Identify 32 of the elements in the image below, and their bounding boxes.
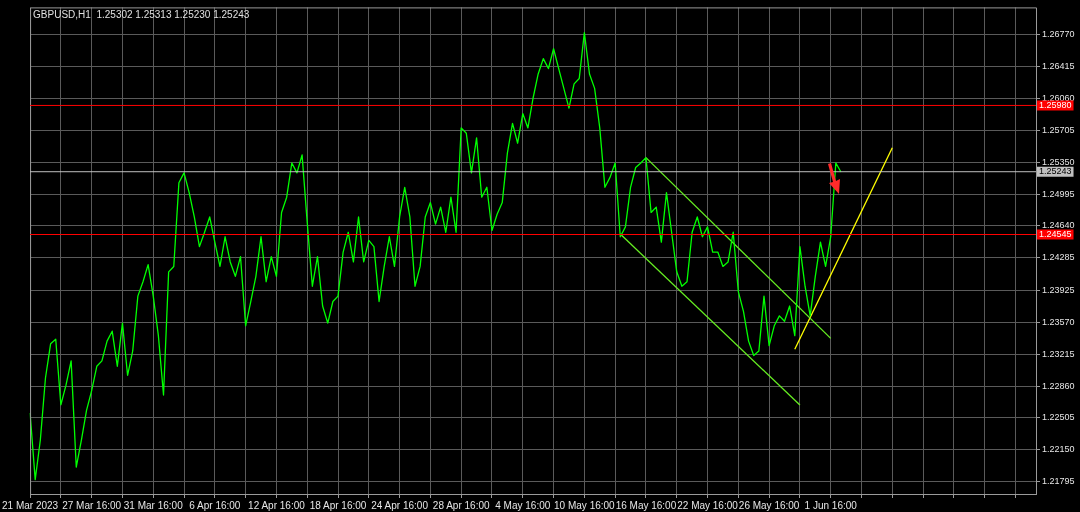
chart-title: GBPUSD,H1 1.25302 1.25313 1.25230 1.25243 bbox=[33, 9, 250, 21]
x-tick-label: 16 May 16:00 bbox=[615, 499, 677, 511]
x-tick-label: 6 Apr 16:00 bbox=[189, 499, 241, 511]
y-tick-label: 1.25705 bbox=[1042, 124, 1075, 135]
y-tick-label: 1.23925 bbox=[1042, 284, 1075, 295]
x-tick-label: 28 Apr 16:00 bbox=[432, 499, 490, 511]
x-tick-label: 1 Jun 16:00 bbox=[804, 499, 858, 511]
y-tick-label: 1.24285 bbox=[1042, 252, 1075, 263]
ref-line-label: 1.24545 bbox=[1039, 228, 1072, 239]
x-tick-label: 22 May 16:00 bbox=[677, 499, 739, 511]
y-tick-label: 1.25350 bbox=[1042, 156, 1075, 167]
x-tick-label: 21 Mar 2023 bbox=[2, 499, 59, 511]
y-tick-label: 1.23215 bbox=[1042, 348, 1075, 359]
x-tick-label: 24 Apr 16:00 bbox=[371, 499, 429, 511]
y-tick-label: 1.22505 bbox=[1042, 412, 1075, 423]
y-tick-label: 1.26415 bbox=[1042, 60, 1075, 71]
x-tick-label: 26 May 16:00 bbox=[738, 499, 800, 511]
x-tick-label: 12 Apr 16:00 bbox=[248, 499, 306, 511]
x-tick-label: 27 Mar 16:00 bbox=[62, 499, 122, 511]
x-tick-label: 10 May 16:00 bbox=[554, 499, 616, 511]
y-tick-label: 1.24995 bbox=[1042, 188, 1075, 199]
x-tick-label: 18 Apr 16:00 bbox=[309, 499, 367, 511]
y-tick-label: 1.23570 bbox=[1042, 316, 1075, 327]
ref-line-label: 1.25243 bbox=[1039, 166, 1072, 177]
y-tick-label: 1.24640 bbox=[1042, 220, 1075, 231]
y-tick-label: 1.21795 bbox=[1042, 476, 1075, 487]
y-tick-label: 1.26770 bbox=[1042, 28, 1075, 39]
ref-line-label: 1.25980 bbox=[1039, 99, 1072, 110]
y-tick-label: 1.22150 bbox=[1042, 444, 1075, 455]
x-tick-label: 4 May 16:00 bbox=[495, 499, 551, 511]
x-tick-label: 31 Mar 16:00 bbox=[123, 499, 184, 511]
y-tick-label: 1.22860 bbox=[1042, 380, 1075, 391]
